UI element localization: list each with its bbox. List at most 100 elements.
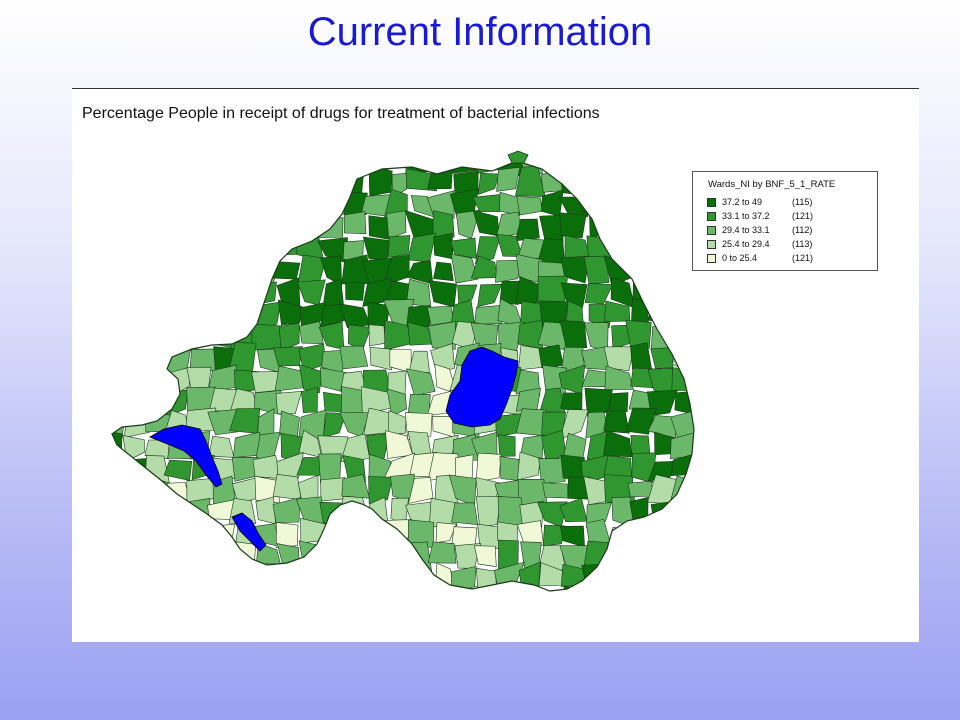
ward-region	[112, 500, 125, 527]
ward-region	[210, 254, 237, 287]
ward-region	[118, 210, 145, 237]
legend-swatch	[707, 197, 716, 207]
ward-region	[255, 214, 280, 240]
ward-region	[408, 477, 434, 504]
legend-count: (113)	[792, 239, 813, 249]
ward-region	[611, 590, 633, 591]
ward-region	[141, 214, 170, 239]
ward-region	[652, 561, 679, 589]
ward-region	[386, 388, 407, 417]
ward-region	[609, 190, 633, 218]
ward-region	[470, 255, 498, 279]
ward-region	[143, 584, 174, 591]
ward-region	[274, 236, 300, 255]
ward-region	[143, 542, 173, 570]
ward-region	[603, 346, 635, 372]
ward-region	[691, 388, 694, 415]
ward-region	[112, 166, 128, 197]
ward-region	[277, 299, 304, 326]
ward-region	[693, 344, 694, 369]
ward-region	[624, 525, 652, 547]
ward-region	[147, 255, 166, 286]
ward-region	[583, 172, 613, 197]
ward-region	[164, 193, 194, 218]
ward-region	[603, 410, 630, 434]
ward-region	[607, 392, 629, 416]
ward-region	[163, 233, 196, 263]
ward-region	[112, 365, 127, 396]
legend-swatch	[707, 225, 716, 235]
ward-region	[669, 325, 694, 352]
ward-region	[700, 369, 720, 389]
rathlin-island	[507, 150, 529, 164]
legend-range: 37.2 to 49	[722, 197, 763, 207]
ward-region	[364, 496, 389, 528]
ward-region	[275, 522, 299, 549]
legend-title: Wards_NI by BNF_5_1_RATE	[708, 179, 836, 190]
ward-region	[560, 525, 585, 548]
ward-region	[495, 259, 523, 283]
ward-region	[123, 584, 148, 591]
ward-region	[124, 161, 148, 174]
ward-region	[321, 588, 349, 591]
ward-region	[191, 584, 217, 591]
ward-region	[141, 320, 171, 347]
ward-region	[124, 328, 143, 351]
ward-region	[165, 587, 195, 591]
ward-region	[207, 523, 236, 545]
legend-item: 33.1 to 37.2 (121)	[707, 210, 813, 222]
ward-region	[583, 255, 610, 285]
ward-region	[343, 211, 367, 235]
ward-region	[671, 367, 694, 391]
ward-region	[475, 496, 502, 528]
ward-region	[606, 210, 632, 241]
ward-region	[542, 524, 566, 547]
ward-region	[235, 585, 260, 591]
ward-region	[474, 545, 497, 567]
ward-region	[670, 161, 694, 173]
ward-region	[649, 276, 679, 305]
lough-neagh	[445, 346, 519, 428]
ward-region	[515, 387, 541, 412]
ward-region	[654, 210, 672, 239]
ward-region	[583, 476, 607, 505]
ward-region	[274, 365, 304, 392]
ward-region	[474, 305, 503, 325]
ward-region	[123, 169, 148, 194]
ward-region	[653, 190, 679, 220]
ward-region	[275, 561, 304, 589]
ward-region	[431, 584, 455, 591]
ward-region	[604, 562, 631, 591]
ward-region	[695, 456, 717, 482]
lower-lough-erne	[231, 512, 267, 552]
ward-region	[298, 364, 323, 394]
ward-region	[231, 300, 256, 329]
ward-region	[298, 216, 326, 243]
ward-region	[339, 303, 371, 328]
ward-region	[112, 562, 128, 586]
ward-region	[695, 503, 720, 528]
ward-region	[368, 324, 386, 347]
map-heading: Percentage People in receipt of drugs fo…	[82, 105, 600, 122]
ward-region	[228, 566, 258, 586]
ward-region	[210, 161, 232, 173]
ward-region	[228, 257, 260, 283]
ward-region	[693, 477, 694, 506]
ward-region	[650, 500, 678, 527]
ward-region	[673, 521, 694, 543]
ward-region	[112, 188, 123, 217]
ward-region	[112, 254, 127, 285]
ward-region	[112, 321, 123, 349]
ward-region	[517, 451, 541, 481]
ward-region	[625, 407, 658, 435]
ward-region	[581, 563, 613, 591]
ward-region	[273, 346, 303, 367]
legend-range: 25.4 to 29.4	[722, 239, 770, 249]
ward-region	[121, 259, 148, 286]
ward-region	[112, 473, 125, 506]
ward-region	[361, 568, 390, 591]
ward-region	[188, 517, 214, 551]
ward-region	[345, 281, 365, 301]
ward-region	[559, 320, 588, 349]
ward-region	[691, 276, 694, 306]
